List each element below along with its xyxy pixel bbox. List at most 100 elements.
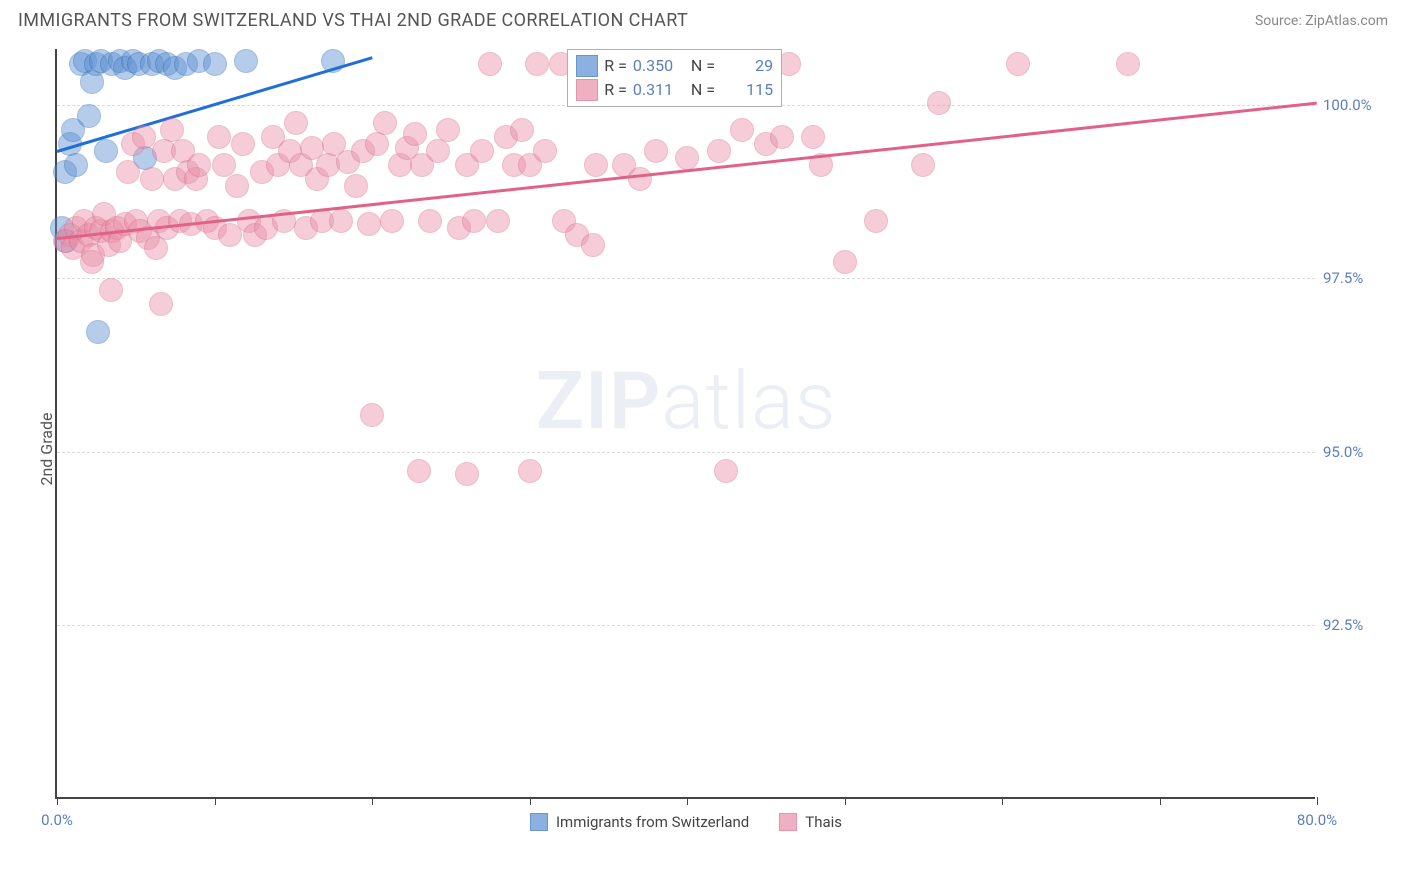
data-point (510, 118, 534, 142)
data-point (407, 459, 431, 483)
data-point (628, 167, 652, 191)
data-point (584, 153, 608, 177)
data-point (770, 125, 794, 149)
data-point (518, 459, 542, 483)
stats-n-label: N = (691, 78, 715, 102)
stats-r-label: R = (604, 78, 627, 102)
x-tick-label: 80.0% (1297, 811, 1337, 829)
x-tick (845, 797, 846, 805)
y-tick-label: 97.5% (1323, 269, 1393, 287)
data-point (234, 49, 258, 73)
data-point (462, 209, 486, 233)
data-point (231, 132, 255, 156)
data-point (80, 250, 104, 274)
stats-n-value: 29 (721, 54, 773, 78)
data-point (284, 111, 308, 135)
y-tick-label: 95.0% (1323, 443, 1393, 461)
x-tick (372, 797, 373, 805)
chart-area: 2nd Grade ZIPatlas 92.5%95.0%97.5%100.0%… (0, 39, 1406, 859)
data-point (644, 139, 668, 163)
x-tick (57, 797, 58, 805)
stats-legend: R = 0.350N =29 R = 0.311N =115 (567, 49, 782, 107)
data-point (360, 403, 384, 427)
source-credit: Source: ZipAtlas.com (1255, 13, 1388, 29)
data-point (864, 209, 888, 233)
stats-row: R = 0.311N =115 (576, 78, 773, 102)
legend-swatch (576, 55, 598, 77)
x-tick (687, 797, 688, 805)
data-point (455, 462, 479, 486)
chart-title: IMMIGRANTS FROM SWITZERLAND VS THAI 2ND … (18, 10, 688, 31)
legend-swatch (576, 79, 598, 101)
source-name[interactable]: ZipAtlas.com (1305, 13, 1388, 29)
data-point (329, 209, 353, 233)
x-tick (1160, 797, 1161, 805)
legend-label: Thais (805, 813, 842, 831)
data-point (144, 236, 168, 260)
legend-swatch (779, 813, 797, 831)
data-point (357, 212, 381, 236)
gridline (57, 278, 1315, 279)
stats-r-value: 0.350 (633, 54, 685, 78)
stats-n-value: 115 (721, 78, 773, 102)
data-point (64, 153, 88, 177)
x-tick-label: 0.0% (41, 811, 73, 829)
data-point (801, 125, 825, 149)
stats-r-label: R = (604, 54, 627, 78)
data-point (365, 132, 389, 156)
watermark: ZIPatlas (536, 354, 837, 448)
x-tick (1002, 797, 1003, 805)
plot-region: ZIPatlas 92.5%95.0%97.5%100.0%0.0%80.0%R… (55, 49, 1315, 799)
data-point (486, 209, 510, 233)
data-point (225, 174, 249, 198)
data-point (730, 118, 754, 142)
data-point (675, 146, 699, 170)
data-point (207, 125, 231, 149)
data-point (403, 122, 427, 146)
source-label: Source: (1255, 13, 1302, 29)
data-point (436, 118, 460, 142)
bottom-legend: Immigrants from Switzerland Thais (530, 813, 842, 831)
data-point (86, 320, 110, 344)
data-point (525, 52, 549, 76)
data-point (94, 139, 118, 163)
data-point (833, 250, 857, 274)
legend-item[interactable]: Thais (779, 813, 842, 831)
data-point (187, 153, 211, 177)
data-point (927, 91, 951, 115)
data-point (707, 139, 731, 163)
y-tick-label: 92.5% (1323, 616, 1393, 634)
gridline (57, 452, 1315, 453)
y-tick-label: 100.0% (1323, 96, 1393, 114)
data-point (203, 52, 227, 76)
data-point (533, 139, 557, 163)
gridline (57, 625, 1315, 626)
x-tick (530, 797, 531, 805)
data-point (1116, 52, 1140, 76)
chart-header: IMMIGRANTS FROM SWITZERLAND VS THAI 2ND … (0, 0, 1406, 39)
data-point (77, 104, 101, 128)
data-point (418, 209, 442, 233)
legend-swatch (530, 813, 548, 831)
data-point (478, 52, 502, 76)
data-point (714, 459, 738, 483)
y-axis-label: 2nd Grade (37, 412, 56, 485)
stats-n-label: N = (691, 54, 715, 78)
stats-r-value: 0.311 (633, 78, 685, 102)
data-point (911, 153, 935, 177)
data-point (140, 167, 164, 191)
legend-item[interactable]: Immigrants from Switzerland (530, 813, 749, 831)
data-point (426, 139, 450, 163)
data-point (581, 233, 605, 257)
data-point (149, 292, 173, 316)
data-point (344, 174, 368, 198)
data-point (1006, 52, 1030, 76)
data-point (116, 160, 140, 184)
x-tick (1317, 797, 1318, 805)
data-point (99, 278, 123, 302)
legend-label: Immigrants from Switzerland (556, 813, 749, 831)
data-point (373, 111, 397, 135)
stats-row: R = 0.350N =29 (576, 54, 773, 78)
data-point (380, 209, 404, 233)
data-point (470, 139, 494, 163)
